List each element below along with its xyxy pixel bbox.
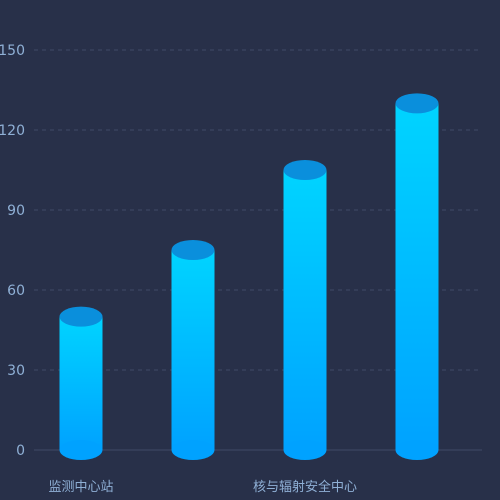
y-tick-label: 150 [0,43,25,59]
y-tick-label: 30 [7,363,25,379]
bar-base [283,440,327,460]
bars [59,93,439,460]
y-tick-label: 120 [0,123,25,139]
bar-cap [283,160,327,180]
y-axis-tick-labels: 0 30 60 90 120 150 [0,43,25,459]
bar-base [395,440,439,460]
bar-body [395,103,439,450]
bar-body [171,250,215,450]
x-axis-tick-labels: 监测中心站 核与辐射安全中心 [48,479,357,495]
x-tick-label: 监测中心站 [48,480,113,495]
bar [395,93,439,460]
bar-base [59,440,103,460]
y-tick-label: 0 [16,443,25,459]
x-tick-label: 核与辐射安全中心 [253,479,357,495]
bar [283,160,327,460]
bar [59,306,103,460]
y-tick-label: 90 [7,203,25,219]
bar-base [171,440,215,460]
bar [171,240,215,460]
bar-cap [171,240,215,260]
bar-cap [59,306,103,327]
bar-body [59,316,103,450]
y-tick-label: 60 [7,283,25,299]
bar-body [283,170,327,450]
bar-cap [395,93,439,114]
